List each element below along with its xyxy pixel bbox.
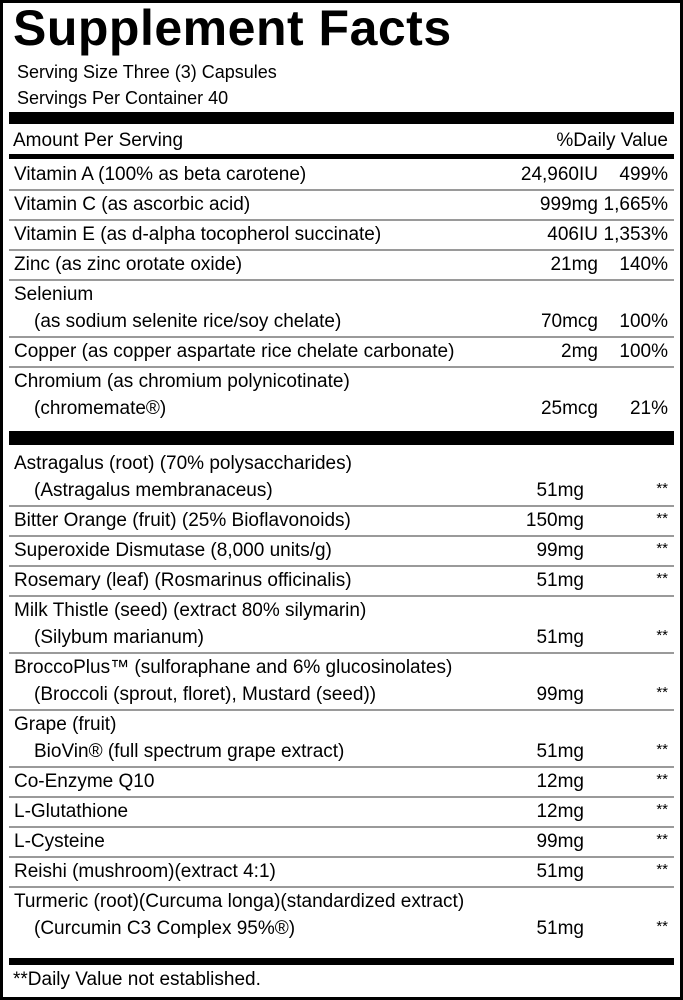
other-ingredients-section: Astragalus (root) (70% polysaccharides) (… [9,450,674,943]
ingredient-name: Co-Enzyme Q10 [14,771,155,792]
ingredient-name: Chromium (as chromium polynicotinate) [14,371,350,392]
ingredient-row: Superoxide Dismutase (8,000 units/g) 99mg… [9,537,674,567]
ingredient-name: Milk Thistle (seed) (extract 80% silymar… [14,600,367,621]
ingredient-name: Rosemary (leaf) (Rosmarinus officinalis) [14,570,352,591]
ingredient-daily-value: 1,665% [603,194,668,215]
ingredient-name: Bitter Orange (fruit) (25% Bioflavonoids… [14,510,351,531]
ingredient-row: Grape (fruit) BioVin® (full spectrum grap… [9,711,674,768]
thick-divider [9,112,674,124]
bottom-divider [9,958,674,965]
ingredient-amount: 51mg [536,741,584,762]
ingredient-row: Turmeric (root)(Curcuma longa)(standardi… [9,888,674,943]
ingredient-row: Copper (as copper aspartate rice chelate… [9,338,674,368]
daily-value-label: %Daily Value [556,130,668,151]
serving-size: Serving Size Three (3) Capsules [17,62,277,82]
ingredient-amount: 24,960IU [520,164,598,185]
ingredient-name: Selenium [14,284,94,305]
ingredient-amount: 99mg [536,684,584,705]
ingredient-row: Selenium (as sodium selenite rice/soy che… [9,281,674,338]
ingredient-amount: 51mg [536,918,584,939]
ingredient-row: Reishi (mushroom)(extract 4:1) 51mg ** [9,858,674,888]
ingredient-amount: 406IU [547,224,598,245]
ingredient-name: Astragalus (root) (70% polysaccharides) [14,453,352,474]
ingredient-daily-value: ** [656,861,668,878]
ingredient-daily-value: ** [656,480,668,497]
ingredient-name: Grape (fruit) [14,714,117,735]
ingredient-daily-value: ** [656,627,668,644]
ingredient-name: Superoxide Dismutase (8,000 units/g) [14,540,332,561]
ingredient-name: Vitamin C (as ascorbic acid) [14,194,251,215]
ingredient-daily-value: ** [656,771,668,788]
ingredient-amount: 70mcg [540,311,598,332]
ingredient-daily-value: ** [656,801,668,818]
ingredient-row: Vitamin E (as d-alpha tocopherol succina… [9,221,674,251]
ingredient-amount: 51mg [536,861,584,882]
ingredient-daily-value: 100% [619,311,668,332]
ingredient-amount: 2mg [561,341,598,362]
ingredient-daily-value: 499% [619,164,668,185]
amount-per-serving-label: Amount Per Serving [13,130,184,151]
ingredient-row: Zinc (as zinc orotate oxide) 21mg 140% [9,251,674,281]
ingredient-subname: (Silybum marianum) [34,627,204,648]
ingredient-row: Rosemary (leaf) (Rosmarinus officinalis)… [9,567,674,597]
panel-title: Supplement Facts [13,0,452,56]
ingredient-daily-value: ** [656,510,668,527]
ingredient-name: Turmeric (root)(Curcuma longa)(standardi… [14,891,465,912]
ingredient-row: Vitamin C (as ascorbic acid) 999mg 1,665% [9,191,674,221]
ingredient-row: L-Cysteine 99mg ** [9,828,674,858]
ingredient-name: Reishi (mushroom)(extract 4:1) [14,861,276,882]
ingredient-amount: 999mg [539,194,598,215]
medium-divider [9,154,674,159]
ingredient-row: Bitter Orange (fruit) (25% Bioflavonoids… [9,507,674,537]
ingredient-subname: (chromemate®) [34,398,167,419]
ingredient-name: L-Cysteine [14,831,105,852]
ingredient-daily-value: 140% [619,254,668,275]
ingredient-amount: 51mg [536,627,584,648]
ingredient-amount: 51mg [536,570,584,591]
ingredient-daily-value: ** [656,540,668,557]
ingredient-daily-value: 100% [619,341,668,362]
ingredient-amount: 150mg [525,510,584,531]
ingredient-daily-value: 21% [629,398,668,419]
ingredient-amount: 12mg [536,801,584,822]
ingredient-amount: 51mg [536,480,584,501]
ingredient-amount: 12mg [536,771,584,792]
ingredient-amount: 99mg [536,831,584,852]
ingredient-daily-value: ** [656,741,668,758]
ingredient-daily-value: ** [656,918,668,935]
ingredient-name: Vitamin E (as d-alpha tocopherol succina… [14,224,382,245]
ingredient-subname: BioVin® (full spectrum grape extract) [34,741,345,762]
ingredient-name: Zinc (as zinc orotate oxide) [14,254,243,275]
ingredient-amount: 25mcg [540,398,598,419]
ingredient-daily-value: ** [656,831,668,848]
ingredient-row: Vitamin A (100% as beta carotene) 24,960I… [9,161,674,191]
vitamins-minerals-section: Vitamin A (100% as beta carotene) 24,960I… [9,161,674,423]
ingredient-daily-value: ** [656,684,668,701]
ingredient-name: Copper (as copper aspartate rice chelate… [14,341,455,362]
column-header: Amount Per Serving %Daily Value [13,130,668,154]
ingredient-name: Vitamin A (100% as beta carotene) [14,164,307,185]
ingredient-row: L-Glutathione 12mg ** [9,798,674,828]
servings-per-container: Servings Per Container 40 [17,88,229,108]
ingredient-row: BroccoPlus™ (sulforaphane and 6% glucosi… [9,654,674,711]
ingredient-amount: 21mg [550,254,598,275]
ingredient-row: Astragalus (root) (70% polysaccharides) (… [9,450,674,507]
ingredient-daily-value: 1,353% [603,224,668,245]
ingredient-subname: (Astragalus membranaceus) [34,480,273,501]
ingredient-row: Chromium (as chromium polynicotinate) (ch… [9,368,674,423]
ingredient-row: Co-Enzyme Q10 12mg ** [9,768,674,798]
ingredient-row: Milk Thistle (seed) (extract 80% silymar… [9,597,674,654]
ingredient-subname: (Broccoli (sprout, floret), Mustard (see… [34,684,377,705]
footnote: **Daily Value not established. [13,969,261,990]
ingredient-name: BroccoPlus™ (sulforaphane and 6% glucosi… [14,657,453,678]
ingredient-amount: 99mg [536,540,584,561]
thick-divider [9,431,674,445]
ingredient-subname: (as sodium selenite rice/soy chelate) [34,311,342,332]
ingredient-daily-value: ** [656,570,668,587]
ingredient-name: L-Glutathione [14,801,129,822]
ingredient-subname: (Curcumin C3 Complex 95%®) [34,918,296,939]
